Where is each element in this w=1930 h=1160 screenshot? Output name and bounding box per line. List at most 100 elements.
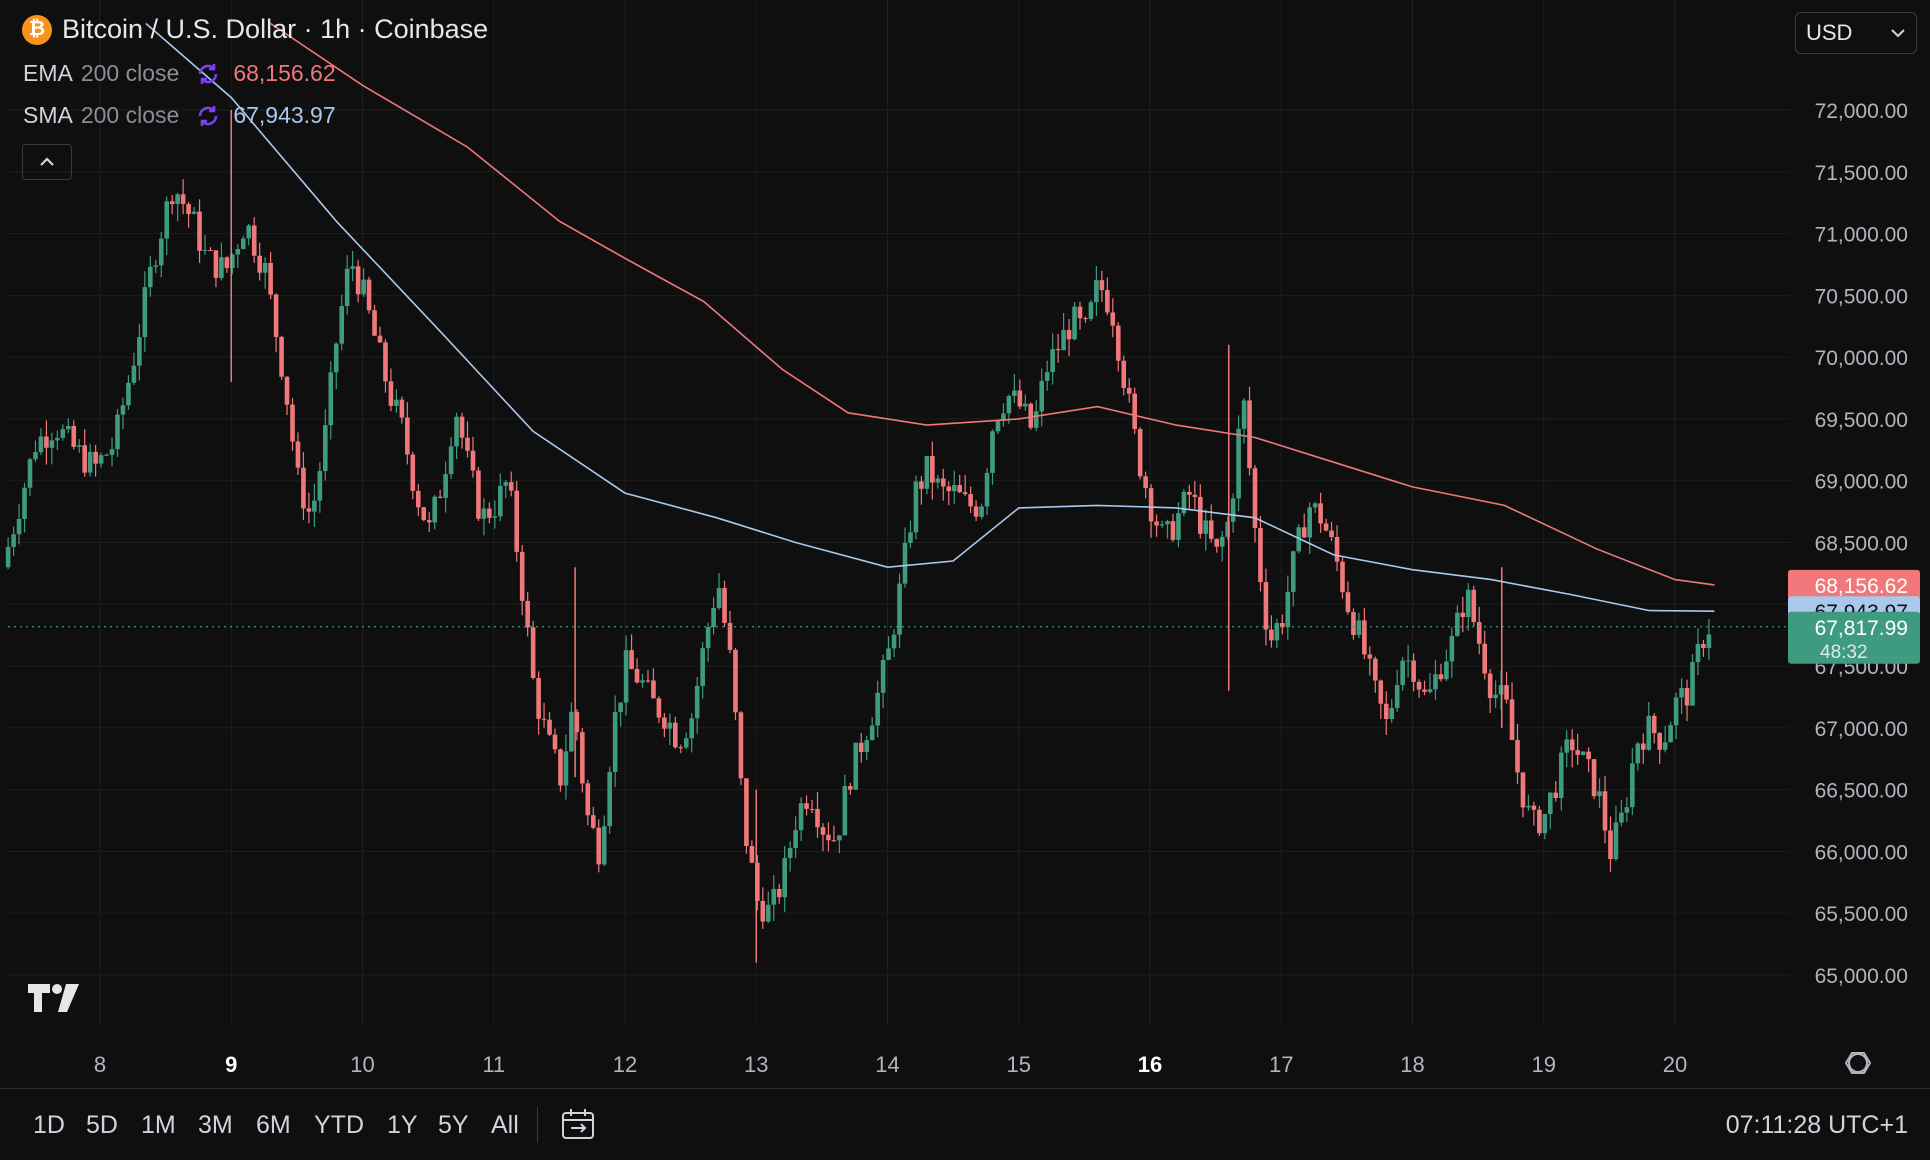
candle-body (1548, 792, 1553, 815)
candle-body (1023, 403, 1028, 407)
price-chart[interactable]: 65,000.00 65,500.00 66,000.00 66,500.00 67,0… (0, 0, 1930, 1088)
candle-body (405, 417, 410, 455)
candle-body (115, 414, 120, 450)
candle-body (1017, 390, 1023, 407)
timeframe-bar: 1D 5D 1M 3M 6M YTD 1Y 5Y All 07:11:28 UT… (0, 1088, 1930, 1160)
timeframe-5d-button[interactable]: 5D (86, 1111, 118, 1139)
candle-body (5, 546, 11, 568)
candle-body (1542, 814, 1548, 834)
candle-body (312, 500, 317, 512)
legend-sma[interactable]: SMA 200 close 67,943.97 (23, 102, 336, 129)
candle-body (580, 732, 585, 784)
candle-body (1285, 591, 1291, 628)
x-tick-label: 17 (1269, 1052, 1293, 1077)
x-tick-label: 20 (1663, 1052, 1687, 1077)
timeframe-1d-button[interactable]: 1D (33, 1111, 65, 1139)
ema-price-tag-label: 68,156.62 (1815, 575, 1908, 598)
candle-body (1394, 685, 1400, 708)
timeframe-ytd-button[interactable]: YTD (314, 1111, 364, 1139)
candle-body (831, 840, 837, 842)
candle-body (1504, 685, 1509, 700)
candle-body (55, 437, 60, 441)
x-tick-label: 14 (875, 1052, 899, 1077)
candle-body (1252, 468, 1258, 529)
candle-body (1329, 530, 1334, 538)
candle-body (935, 478, 941, 483)
candle-body (1187, 491, 1192, 495)
candle-body (410, 454, 416, 491)
candle-body (82, 445, 87, 473)
candle-body (1400, 660, 1405, 686)
y-tick-label: 65,000.00 (1815, 965, 1908, 988)
candle-body (1055, 349, 1061, 351)
candle-body (98, 455, 104, 464)
candle-body (262, 262, 268, 273)
timeframe-1y-button[interactable]: 1Y (387, 1111, 418, 1139)
tradingview-logo[interactable] (26, 982, 82, 1019)
currency-label: USD (1806, 20, 1853, 45)
candle-body (694, 685, 700, 719)
candle-body (366, 279, 372, 311)
y-tick-label: 66,500.00 (1815, 780, 1908, 803)
candle-body (1646, 715, 1652, 750)
candle-body (306, 508, 312, 512)
timeframe-3m-button[interactable]: 3M (198, 1111, 233, 1139)
page-title[interactable]: Bitcoin / U.S. Dollar · 1h · Coinbase (62, 14, 489, 44)
candle-body (530, 627, 536, 678)
ema-name: EMA (23, 60, 73, 86)
candle-body (804, 803, 809, 809)
candle-body (109, 449, 115, 455)
settings-icon[interactable] (1844, 1052, 1872, 1074)
candle-body (1039, 380, 1045, 412)
timeframe-5y-button[interactable]: 5Y (438, 1111, 469, 1139)
clock-readout[interactable]: 07:11:28 UTC+1 (1725, 1111, 1908, 1139)
date-range-button[interactable] (560, 1107, 596, 1148)
candle-body (1192, 494, 1198, 497)
candle-body (1416, 681, 1422, 690)
candle-body (333, 343, 339, 373)
candle-body (629, 650, 634, 669)
y-tick-label: 65,500.00 (1815, 903, 1908, 926)
candle-body (71, 425, 77, 447)
candle-body (678, 747, 684, 749)
candle-body (727, 622, 733, 650)
currency-select[interactable]: USD (1795, 12, 1917, 54)
candle-body (968, 494, 973, 507)
timeframe-all-button[interactable]: All (491, 1111, 519, 1139)
candle-body (1449, 635, 1455, 662)
candle-body (120, 405, 126, 415)
candle-body (547, 719, 552, 735)
candle-body (1340, 561, 1345, 593)
candle-body (1033, 411, 1039, 428)
candle-body (197, 211, 202, 251)
candle-body (454, 416, 459, 447)
candle-body (902, 542, 908, 584)
candle-body (749, 846, 755, 863)
candle-body (158, 238, 164, 266)
candle-body (973, 506, 979, 517)
candle-body (1602, 791, 1608, 831)
candle-body (1389, 707, 1395, 719)
candle-body (1630, 763, 1635, 808)
candle-body (1154, 521, 1159, 526)
candle-body (240, 238, 246, 250)
timeframe-6m-button[interactable]: 6M (256, 1111, 291, 1139)
candle-body (957, 485, 962, 493)
candle-body (1476, 622, 1482, 644)
timeframe-1m-button[interactable]: 1M (141, 1111, 176, 1139)
candle-body (323, 425, 328, 472)
candle-body (503, 482, 509, 486)
candle-body (1613, 822, 1619, 860)
candle-body (541, 718, 547, 720)
candle-body (1121, 360, 1127, 388)
candle-body (886, 648, 891, 660)
candle-body (700, 648, 705, 686)
candle-body (1001, 413, 1006, 422)
candle-body (1487, 673, 1493, 699)
candle-body (1050, 349, 1055, 373)
legend-ema[interactable]: EMA 200 close 68,156.62 (23, 60, 336, 87)
y-tick-label: 72,000.00 (1815, 100, 1908, 123)
candle-body (1608, 830, 1613, 860)
candle-body (257, 255, 262, 273)
collapse-legend-button[interactable] (22, 144, 72, 180)
